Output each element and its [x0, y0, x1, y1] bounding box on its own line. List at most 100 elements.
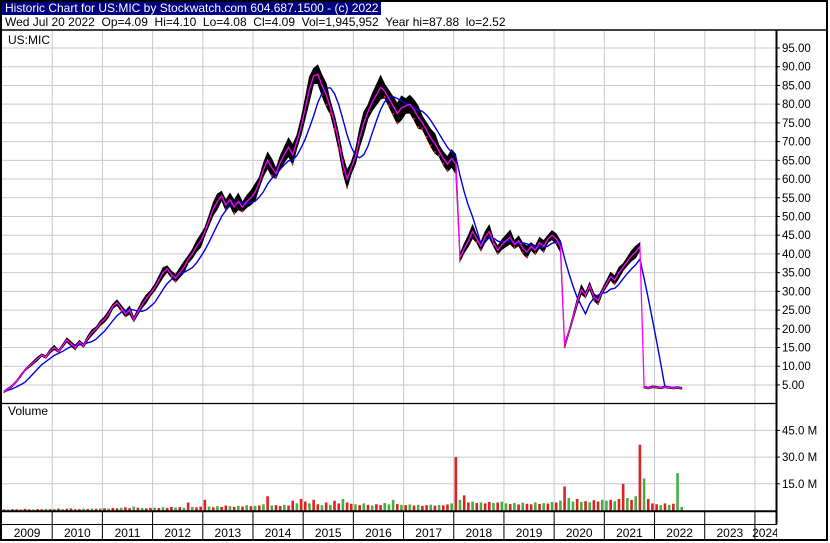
price-axis-label: 80.00	[782, 99, 811, 111]
volume-bar	[429, 504, 433, 511]
price-axis-label: 85.00	[782, 80, 811, 92]
volume-bar	[40, 509, 44, 511]
volume-bar	[454, 457, 458, 511]
volume-bar	[483, 503, 487, 511]
volume-bar	[32, 509, 35, 511]
volume-bar	[508, 504, 512, 511]
volume-bar	[73, 508, 77, 511]
volume-bar	[613, 501, 617, 511]
volume-bar	[257, 505, 261, 511]
volume-bar	[529, 504, 533, 511]
volume-bar	[308, 503, 311, 511]
year-axis-label: 2011	[115, 526, 141, 540]
volume-bar	[416, 504, 420, 511]
volume-bar	[550, 501, 554, 511]
volume-bar	[475, 503, 479, 511]
year-axis-label: 2023	[716, 526, 743, 540]
volume-bar	[199, 506, 202, 511]
volume-bar	[253, 505, 257, 511]
price-axis-label: 65.00	[782, 155, 811, 167]
volume-bar	[245, 505, 248, 511]
volume-bar	[659, 505, 663, 511]
volume-bar	[651, 503, 654, 511]
volume-bar	[140, 508, 144, 511]
volume-bar	[211, 507, 215, 511]
price-axis-label: 75.00	[782, 118, 811, 130]
volume-bar	[441, 505, 445, 511]
volume-bar	[195, 507, 198, 511]
volume-bar	[295, 503, 299, 511]
volume-bar	[149, 507, 152, 511]
price-axis-label: 55.00	[782, 193, 811, 205]
volume-bar	[349, 503, 353, 511]
volume-bar	[667, 504, 671, 511]
volume-bar	[676, 473, 679, 511]
volume-bar	[69, 508, 73, 511]
volume-bar	[609, 499, 612, 511]
volume-bar	[404, 505, 407, 511]
volume-axis-label: 15.0 M	[782, 479, 817, 491]
volume-bar	[567, 498, 571, 511]
volume-bar	[224, 505, 228, 511]
volume-bar	[283, 504, 286, 511]
price-axis-label: 45.00	[782, 230, 811, 242]
volume-bar	[65, 508, 69, 511]
volume-bar	[646, 498, 650, 511]
volume-bar	[672, 503, 675, 511]
slow-ma-line	[3, 87, 682, 393]
year-axis-label: 2018	[465, 526, 492, 540]
volume-bar	[182, 507, 186, 511]
volume-bar	[370, 505, 374, 511]
volume-bar	[437, 504, 441, 511]
volume-bar	[299, 498, 303, 511]
price-axis-label: 15.00	[782, 343, 811, 355]
volume-bar	[366, 504, 370, 511]
volume-bar	[78, 509, 81, 511]
volume-bar	[513, 503, 516, 511]
volume-bar	[471, 501, 474, 511]
volume-bar	[538, 503, 541, 511]
volume-bar	[324, 502, 328, 511]
year-axis-label: 2016	[365, 526, 392, 540]
volume-bar	[588, 502, 591, 511]
volume-bar	[6, 509, 10, 511]
volume-bar	[341, 498, 345, 511]
volume-bar	[94, 508, 98, 511]
volume-bar	[57, 508, 60, 511]
volume-bar	[107, 508, 110, 511]
volume-bar	[375, 504, 378, 511]
volume-bar	[303, 501, 307, 511]
year-label-row: 2009 2010 2011 2012 2013 2014 2015 2016 2017 2018…	[14, 526, 779, 540]
year-axis-label: 2024	[752, 526, 779, 540]
volume-bar	[626, 498, 629, 511]
volume-bar	[521, 502, 525, 511]
price-axis-label: 95.00	[782, 43, 811, 55]
volume-bar	[153, 507, 156, 511]
price-axis-label: 35.00	[782, 268, 811, 280]
volume-bar	[86, 508, 90, 511]
volume-bar	[488, 501, 491, 511]
volume-bar	[642, 478, 646, 511]
volume-panel-label: Volume	[8, 404, 48, 418]
volume-bar	[241, 506, 244, 511]
price-bar-band	[3, 64, 641, 394]
volume-bar	[559, 500, 562, 511]
volume-bar	[345, 502, 349, 511]
price-axis-label: 60.00	[782, 174, 811, 186]
chart-title-bar: Historic Chart for US:MIC by Stockwatch.…	[2, 2, 382, 15]
volume-bar	[262, 504, 265, 511]
volume-bar	[44, 508, 48, 511]
year-axis-label: 2014	[265, 526, 292, 540]
volume-bar	[492, 502, 495, 511]
volume-bar	[128, 508, 131, 511]
volume-bar	[119, 507, 123, 511]
volume-axis-label: 30.0 M	[782, 452, 817, 464]
volume-bar	[462, 495, 466, 511]
volume-bar	[534, 502, 537, 511]
price-axis-label: 90.00	[782, 62, 811, 74]
year-axis-label: 2019	[516, 526, 543, 540]
volume-bar	[387, 504, 391, 511]
volume-bar	[220, 506, 223, 511]
volume-bar	[191, 506, 194, 511]
